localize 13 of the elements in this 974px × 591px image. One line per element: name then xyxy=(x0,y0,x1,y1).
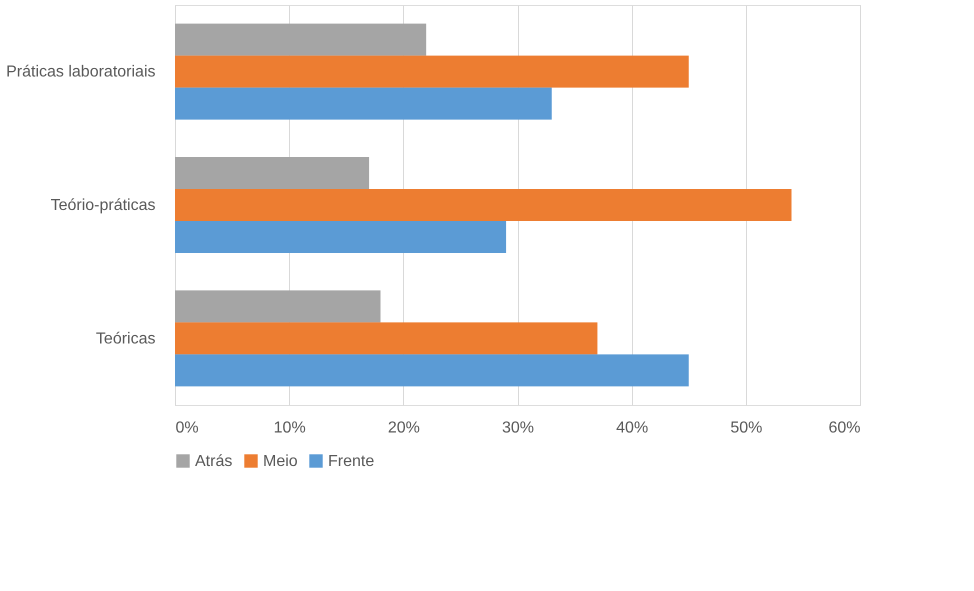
y-tick-label: Práticas laboratoriais xyxy=(6,64,156,81)
x-tick-label: 30% xyxy=(502,420,534,436)
x-tick-label: 20% xyxy=(388,420,420,436)
y-tick-label: Teório-práticas xyxy=(50,197,156,214)
legend-label: Meio xyxy=(263,453,298,470)
legend-label: Atrás xyxy=(195,453,232,470)
x-tick-label: 50% xyxy=(730,420,762,436)
x-tick-label: 0% xyxy=(176,420,199,436)
x-tick-label: 60% xyxy=(828,420,860,436)
x-tick-label: 10% xyxy=(274,420,306,436)
y-tick-label: Teóricas xyxy=(96,330,156,348)
x-tick-label: 40% xyxy=(616,420,648,436)
legend-label: Frente xyxy=(328,453,374,470)
